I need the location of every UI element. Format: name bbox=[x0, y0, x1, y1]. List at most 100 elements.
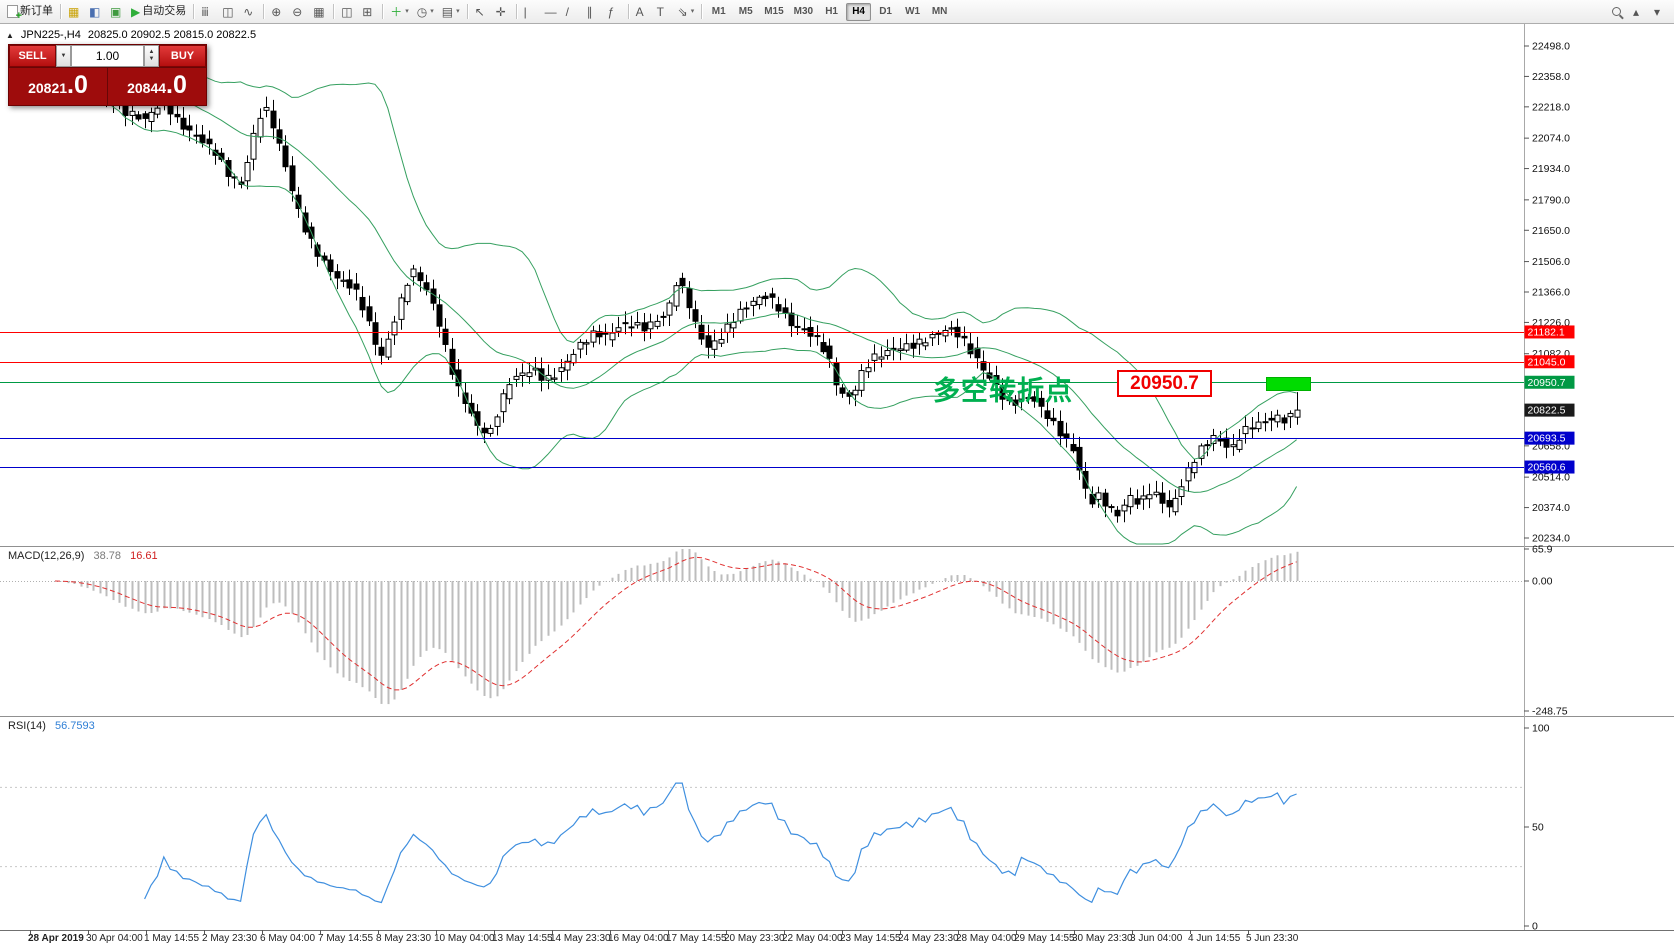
sell-price-main: 20821 bbox=[28, 80, 68, 96]
scroll-up-icon: ▴ bbox=[1633, 4, 1640, 19]
timeframe-h4-button[interactable]: H4 bbox=[846, 2, 872, 21]
svg-text:22074.0: 22074.0 bbox=[1532, 133, 1570, 145]
svg-text:21506.0: 21506.0 bbox=[1532, 256, 1570, 268]
bar-chart-icon: ⅲ bbox=[201, 4, 209, 19]
arrows-icon: ⇘ bbox=[677, 4, 688, 19]
candlestick-chart-icon: ◫ bbox=[222, 4, 234, 19]
green-rectangle-marker bbox=[1266, 377, 1311, 391]
toolbar-separator bbox=[382, 4, 384, 19]
lot-size-stepper[interactable]: ▲ ▼ bbox=[144, 45, 159, 67]
zoom-in-icon: ⊕ bbox=[271, 4, 282, 19]
ohlc-values: 20825.0 20902.5 20815.0 20822.5 bbox=[87, 29, 257, 41]
search-icon bbox=[1612, 7, 1621, 16]
scroll-up-button[interactable]: ▴ bbox=[1630, 2, 1649, 22]
buy-button[interactable]: BUY bbox=[159, 45, 206, 67]
lot-presets-dropdown[interactable]: ▼ bbox=[56, 45, 71, 67]
search-button[interactable] bbox=[1609, 2, 1628, 22]
grid-button[interactable]: ▦ bbox=[310, 2, 329, 22]
zoom-out-icon: ⊖ bbox=[292, 4, 303, 19]
new-order-label: 新订单 bbox=[20, 5, 53, 17]
periods-button[interactable]: ◷ ▾ bbox=[414, 2, 437, 22]
indicators-button[interactable]: ＋ ▾ bbox=[387, 2, 412, 22]
horizontal-line-icon: ― bbox=[544, 4, 557, 19]
panel-separators bbox=[0, 24, 1674, 931]
zoom-in-button[interactable]: ⊕ bbox=[268, 2, 287, 22]
stepper-down-icon: ▼ bbox=[148, 56, 155, 62]
timeframe-w1-button[interactable]: W1 bbox=[900, 3, 925, 21]
terminal-button[interactable]: ▣ bbox=[107, 2, 126, 22]
cursor-button[interactable]: ↖ bbox=[472, 2, 491, 22]
arrows-button[interactable]: ⇘ ▾ bbox=[675, 2, 698, 22]
lot-size-field bbox=[71, 45, 144, 67]
tile-windows-button[interactable]: ◫ bbox=[338, 2, 357, 22]
svg-text:22358.0: 22358.0 bbox=[1532, 71, 1570, 83]
equidistant-channel-icon: ∥ bbox=[586, 4, 593, 19]
text-label-button[interactable]: T bbox=[654, 2, 673, 22]
buy-price[interactable]: 20844 .0 bbox=[108, 68, 206, 105]
zoom-out-button[interactable]: ⊖ bbox=[289, 2, 308, 22]
autotrading-button[interactable]: ▶ 自动交易 bbox=[128, 2, 189, 22]
autotrading-label: 自动交易 bbox=[142, 5, 187, 17]
svg-text:30 Apr 04:00: 30 Apr 04:00 bbox=[86, 933, 143, 944]
navigator-button[interactable]: ◧ bbox=[86, 2, 105, 22]
sell-button[interactable]: SELL bbox=[9, 45, 56, 67]
toolbar-separator bbox=[333, 4, 335, 19]
candles-series[interactable] bbox=[52, 57, 1301, 523]
cascade-windows-button[interactable]: ⊞ bbox=[359, 2, 378, 22]
line-chart-button[interactable]: ∿ bbox=[240, 2, 259, 22]
svg-text:8 May 23:30: 8 May 23:30 bbox=[376, 933, 431, 944]
svg-text:21366.0: 21366.0 bbox=[1532, 287, 1570, 299]
arrows-caret-icon: ▾ bbox=[690, 8, 695, 15]
macd-signal-value: 16.61 bbox=[130, 550, 158, 562]
sell-price[interactable]: 20821 .0 bbox=[9, 68, 107, 105]
trendline-button[interactable]: / bbox=[563, 2, 582, 22]
chart-symbol-header: ▲ JPN225-,H4 20825.0 20902.5 20815.0 208… bbox=[6, 29, 256, 41]
lot-size-input[interactable] bbox=[72, 46, 143, 66]
timeframe-d1-button[interactable]: D1 bbox=[873, 3, 898, 21]
time-axis[interactable]: 28 Apr 2019 30 Apr 04:00 1 May 14:55 2 May … bbox=[28, 930, 1299, 944]
svg-text:20234.0: 20234.0 bbox=[1532, 533, 1570, 545]
svg-text:21934.0: 21934.0 bbox=[1532, 163, 1570, 175]
timeframe-m15-button[interactable]: M15 bbox=[760, 3, 787, 21]
new-order-icon: + bbox=[7, 5, 22, 22]
timeframe-m5-button[interactable]: M5 bbox=[733, 3, 758, 21]
rsi-indicator-label: RSI(14) 56.7593 bbox=[8, 720, 95, 732]
templates-button[interactable]: ▤ ▾ bbox=[439, 2, 463, 22]
horizontal-line-button[interactable]: ― bbox=[542, 2, 561, 22]
rsi-panel[interactable]: 100 50 0 bbox=[0, 723, 1550, 933]
autotrading-icon: ▶ bbox=[131, 4, 141, 19]
price-axis[interactable]: 22498.0 22358.0 22218.0 22074.0 21934.0 21790… bbox=[1524, 41, 1575, 545]
svg-text:20514.0: 20514.0 bbox=[1532, 472, 1570, 484]
price-callout-box: 20950.7 bbox=[1117, 370, 1212, 397]
macd-panel[interactable]: 65.9 0.00 -248.75 bbox=[0, 544, 1568, 718]
fibonacci-button[interactable]: ƒ bbox=[605, 2, 624, 22]
svg-text:28 May 04:00: 28 May 04:00 bbox=[956, 933, 1017, 944]
timeframe-h1-button[interactable]: H1 bbox=[819, 3, 844, 21]
new-order-button[interactable]: + 新订单 bbox=[4, 2, 56, 22]
svg-text:16 May 04:00: 16 May 04:00 bbox=[608, 933, 669, 944]
svg-text:20693.5: 20693.5 bbox=[1528, 433, 1566, 445]
toolbar-separator bbox=[515, 4, 517, 19]
scroll-down-icon: ▾ bbox=[1654, 4, 1661, 19]
one-click-trading-panel: SELL ▼ ▲▼ BUY 20821 .0 20844 .0 bbox=[8, 44, 207, 106]
timeframe-m1-button[interactable]: M1 bbox=[706, 3, 731, 21]
cascade-windows-icon: ⊞ bbox=[362, 4, 373, 19]
svg-text:3 Jun 04:00: 3 Jun 04:00 bbox=[1130, 933, 1183, 944]
candlestick-chart-button[interactable]: ◫ bbox=[219, 2, 238, 22]
timeframe-mn-button[interactable]: MN bbox=[927, 3, 952, 21]
market-watch-button[interactable]: ▦ bbox=[65, 2, 84, 22]
svg-text:29 May 14:55: 29 May 14:55 bbox=[1014, 933, 1075, 944]
equidistant-channel-button[interactable]: ∥ bbox=[584, 2, 603, 22]
crosshair-button[interactable]: ✛ bbox=[493, 2, 512, 22]
svg-text:14 May 23:30: 14 May 23:30 bbox=[550, 933, 611, 944]
horizontal-level-lines[interactable] bbox=[0, 332, 1524, 468]
svg-text:2 May 23:30: 2 May 23:30 bbox=[202, 933, 257, 944]
text-button[interactable]: A bbox=[633, 2, 652, 22]
svg-text:24 May 23:30: 24 May 23:30 bbox=[898, 933, 959, 944]
bar-chart-button[interactable]: ⅲ bbox=[198, 2, 217, 22]
scroll-down-button[interactable]: ▾ bbox=[1651, 2, 1670, 22]
vertical-line-button[interactable]: | bbox=[521, 2, 540, 22]
tile-windows-icon: ◫ bbox=[341, 4, 353, 19]
timeframe-m30-button[interactable]: M30 bbox=[790, 3, 817, 21]
